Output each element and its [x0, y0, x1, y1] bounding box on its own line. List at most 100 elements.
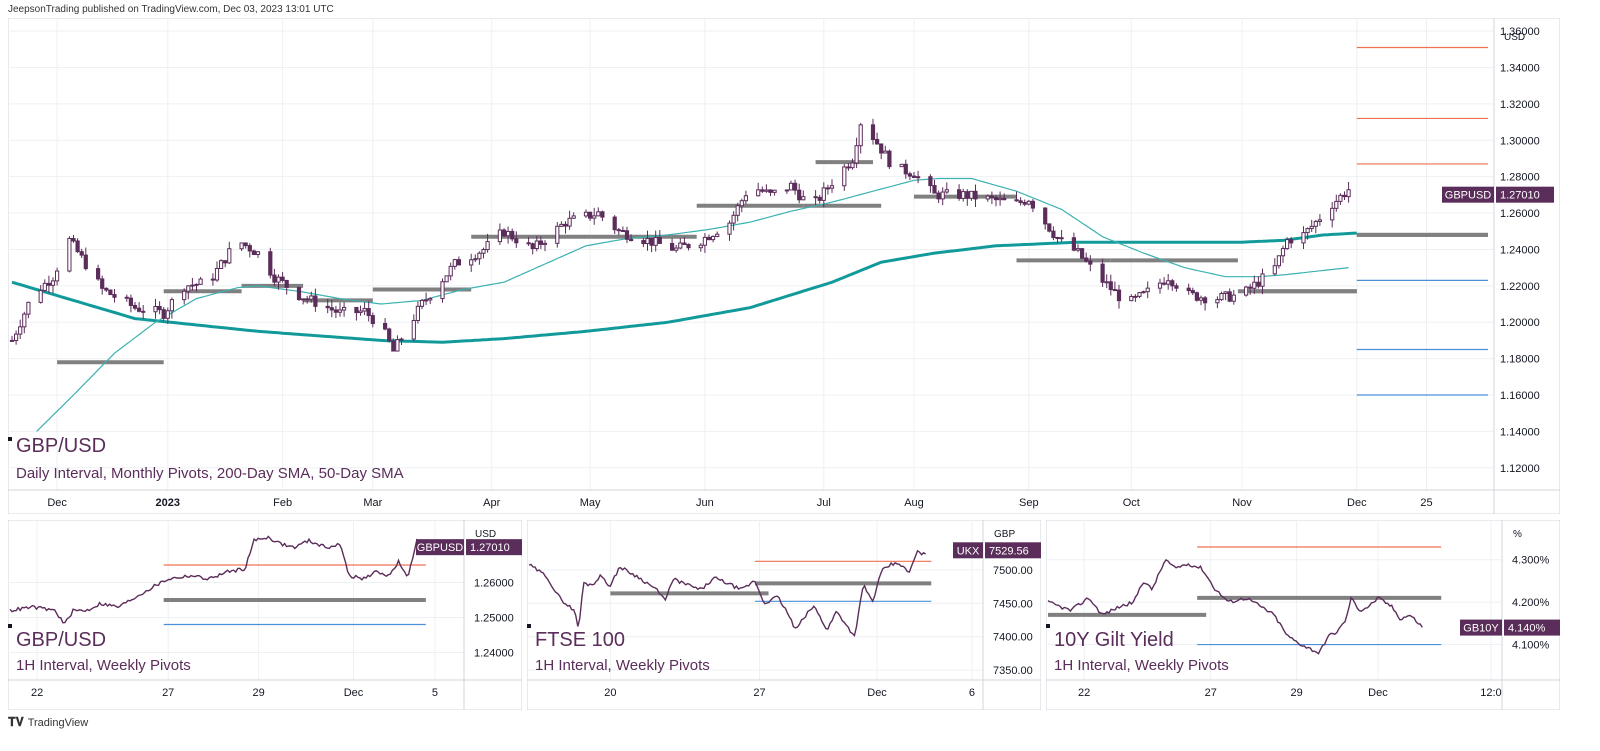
y-tick-label: 1.30000 — [1500, 135, 1540, 147]
x-tick-label: Nov — [1232, 497, 1252, 509]
y-tick-label: 1.20000 — [1500, 317, 1540, 329]
candle-body — [370, 315, 375, 324]
candle-body — [1129, 295, 1134, 302]
candle-body — [969, 190, 974, 199]
candle-body — [251, 250, 257, 256]
candle-body — [534, 240, 539, 250]
x-tick-label: Aug — [904, 497, 924, 509]
candle-body — [797, 189, 802, 201]
x-tick-label: 6 — [969, 687, 975, 699]
x-tick-label: 25 — [1420, 497, 1432, 509]
candle-body — [104, 287, 109, 291]
candle-body — [1166, 280, 1171, 285]
candle-body — [1260, 273, 1265, 287]
candle-body — [309, 295, 314, 300]
candle-body — [419, 299, 425, 307]
candle-body — [1145, 287, 1150, 293]
y-tick-label: 7350.00 — [993, 665, 1033, 677]
x-tick-label: 12:0 — [1480, 687, 1501, 699]
sma200-line — [11, 231, 1357, 344]
candle-body — [1248, 286, 1253, 289]
candle-body — [301, 298, 306, 301]
y-tick-label: 1.12000 — [1500, 463, 1540, 475]
x-tick-label: Mar — [363, 497, 382, 509]
y-tick-label: 7500.00 — [993, 565, 1033, 577]
candle-body — [657, 237, 662, 244]
candle-body — [559, 223, 564, 227]
candle-body — [793, 182, 798, 191]
x-tick-label: 20 — [604, 687, 616, 699]
candle-body — [444, 275, 449, 283]
candle-body — [1289, 239, 1294, 244]
candle-body — [276, 276, 281, 283]
footer[interactable]: 𝐓𝐕 TradingView — [8, 715, 88, 730]
candle-body — [485, 241, 490, 251]
candle-body — [313, 295, 318, 307]
candle-body — [899, 163, 904, 168]
candle-body — [510, 230, 515, 240]
candle-body — [42, 282, 47, 292]
candle-body — [1051, 230, 1056, 238]
candle-body — [1186, 287, 1191, 292]
candle-body — [284, 279, 289, 288]
y-tick-label: 1.18000 — [1500, 354, 1540, 366]
main-pivot-levels — [57, 160, 1488, 365]
candle-body — [190, 284, 195, 287]
candle-body — [473, 258, 478, 261]
last-value-tag — [985, 542, 1041, 559]
candle-body — [842, 166, 847, 187]
candle-body — [210, 278, 216, 281]
candle-body — [788, 182, 794, 191]
candle-body — [411, 319, 416, 340]
main-chart-panel[interactable]: USD 1.360001.340001.320001.300001.280001… — [8, 18, 1560, 514]
candle-body — [477, 252, 482, 260]
x-tick-label: 2023 — [156, 497, 180, 509]
candle-body — [1055, 236, 1060, 239]
candle-body — [1285, 239, 1290, 250]
candle-body — [702, 236, 707, 246]
candle-body — [1194, 292, 1200, 301]
candle-body — [563, 223, 568, 227]
y-tick-label: 1.36000 — [1500, 26, 1540, 38]
candle-body — [739, 200, 744, 207]
candle-body — [731, 214, 736, 224]
candle-body — [682, 242, 687, 245]
candle-body — [415, 305, 420, 321]
candle-body — [875, 138, 880, 145]
candle-body — [624, 230, 630, 240]
candle-body — [686, 243, 691, 249]
last-value-tag — [466, 539, 522, 556]
main-candles — [9, 118, 1351, 352]
candle-body — [337, 309, 343, 313]
candle-body — [629, 238, 634, 242]
candle-body — [456, 259, 461, 266]
candle-body — [362, 308, 367, 312]
x-tick-label: Oct — [1123, 497, 1140, 509]
candle-body — [903, 163, 908, 175]
candle-body — [1002, 197, 1007, 201]
candle-body — [1108, 281, 1113, 291]
candle-body — [1030, 200, 1035, 209]
candle-body — [165, 310, 170, 319]
candle-body — [813, 196, 818, 199]
candle-body — [153, 305, 158, 313]
candle-body — [395, 339, 400, 352]
candle-body — [280, 276, 285, 281]
candle-body — [1338, 194, 1343, 202]
sma50-line — [36, 177, 1349, 432]
ftse100-1h-panel[interactable]: GBP 7500.00 7450.00 7400.00 7350.00 20 27 Dec 6… — [527, 520, 1041, 710]
gilt-yield-1h-panel[interactable]: % 4.300% 4.200% 4.100% 22 27 29 Dec 12:0 GB10Y 4.… — [1046, 520, 1560, 710]
candle-body — [592, 215, 597, 219]
x-tick-label: Sep — [1019, 497, 1039, 509]
candle-body — [1170, 280, 1175, 287]
candle-body — [850, 162, 855, 169]
gbpusd-1h-panel[interactable]: USD 1.26000 1.25000 1.24000 22 27 29 Dec 5 GBPUS… — [8, 520, 522, 710]
candle-body — [501, 229, 507, 237]
last-value-tag — [1504, 619, 1560, 636]
candle-body — [1133, 295, 1138, 298]
candle-body — [1137, 292, 1142, 297]
candle-body — [268, 251, 273, 276]
candle-body — [1043, 207, 1048, 225]
candle-body — [342, 306, 347, 311]
y-tick-label: 1.22000 — [1500, 281, 1540, 293]
